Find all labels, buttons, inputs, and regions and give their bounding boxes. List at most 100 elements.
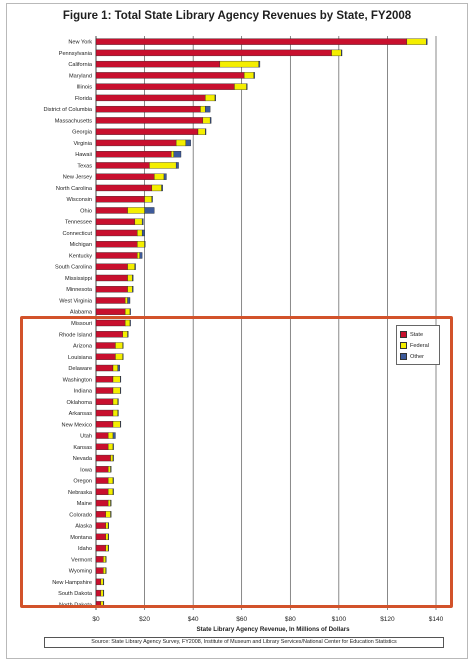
bar-segment-state bbox=[95, 432, 109, 439]
bar-segment-state bbox=[95, 83, 235, 90]
y-tick-label: Indiana bbox=[74, 389, 93, 395]
bar-segment-federal bbox=[112, 398, 119, 405]
bar-segment-state bbox=[95, 376, 114, 383]
bar-segment-state bbox=[95, 196, 145, 203]
bar-segment-state bbox=[95, 308, 126, 315]
bar-segment-federal bbox=[134, 218, 143, 225]
bar-segment-federal bbox=[100, 589, 104, 597]
y-tick-label: Pennsylvania bbox=[59, 51, 93, 57]
legend-swatch bbox=[400, 342, 407, 349]
bar-segment-federal bbox=[100, 578, 104, 586]
bar-segment-state bbox=[95, 241, 138, 248]
bar-segment-federal bbox=[127, 274, 133, 282]
bar-segment-other bbox=[144, 241, 146, 248]
bar-segment-state bbox=[95, 319, 126, 327]
bar-segment-federal bbox=[127, 263, 136, 270]
bar-segment-state bbox=[95, 567, 104, 574]
bar-segment-other bbox=[205, 105, 211, 113]
y-tick-label: Colorado bbox=[69, 512, 92, 518]
y-tick-label: New Jersey bbox=[63, 175, 92, 181]
bar-segment-federal bbox=[107, 477, 114, 484]
bar-segment-other bbox=[120, 387, 122, 394]
bar-segment-state bbox=[95, 556, 104, 563]
y-tick-label: Connecticut bbox=[62, 231, 92, 237]
bar-segment-state bbox=[95, 263, 128, 270]
y-tick-label: Wisconsin bbox=[67, 197, 93, 203]
bar-segment-federal bbox=[175, 139, 187, 147]
bar-segment-federal bbox=[105, 511, 111, 518]
y-tick-label: Arkansas bbox=[69, 411, 93, 417]
bar-segment-federal bbox=[127, 286, 133, 293]
x-tick-label: $40 bbox=[188, 616, 199, 623]
bar-segment-other bbox=[105, 567, 107, 574]
y-tick-label: New Hampshire bbox=[52, 580, 92, 586]
bar-segment-state bbox=[95, 601, 102, 608]
bar-segment-state bbox=[95, 331, 123, 338]
bar-segment-federal bbox=[107, 466, 111, 473]
y-tick-label: Washington bbox=[63, 377, 92, 383]
bar-segment-federal bbox=[107, 432, 114, 439]
bar-segment-other bbox=[134, 263, 136, 270]
legend: State Federal Other bbox=[396, 325, 440, 365]
bar-segment-other bbox=[426, 38, 428, 45]
bar-segment-federal bbox=[107, 499, 111, 507]
bar-segment-federal bbox=[107, 488, 114, 495]
legend-swatch bbox=[400, 353, 407, 360]
y-tick-label: Delaware bbox=[68, 366, 92, 372]
bar-segment-other bbox=[117, 409, 119, 417]
bar-segment-other bbox=[141, 229, 145, 237]
bar-segment-other bbox=[117, 364, 120, 372]
bar-segment-other bbox=[112, 432, 116, 439]
x-tick-label: $60 bbox=[236, 616, 247, 623]
bar-segment-federal bbox=[115, 342, 123, 349]
bar-segment-state bbox=[95, 274, 128, 282]
bar-segment-other bbox=[161, 184, 163, 192]
y-tick-label: Michigan bbox=[70, 242, 92, 248]
bar-segment-other bbox=[141, 218, 144, 225]
y-tick-label: Maryland bbox=[69, 73, 92, 79]
y-tick-label: Illinois bbox=[76, 85, 92, 91]
bar-segment-other bbox=[185, 139, 191, 147]
bar-segment-state bbox=[95, 207, 128, 214]
bar-segment-other bbox=[120, 421, 122, 428]
y-tick-label: Virginia bbox=[73, 141, 92, 147]
y-tick-label: North Dakota bbox=[59, 602, 93, 608]
bar-segment-state bbox=[95, 342, 116, 349]
bar-segment-federal bbox=[331, 49, 342, 57]
bar-segment-other bbox=[258, 60, 261, 68]
bar-segment-federal bbox=[112, 364, 119, 372]
bar-segment-other bbox=[120, 376, 122, 383]
bar-segment-other bbox=[205, 128, 207, 135]
bar-segment-state bbox=[95, 184, 153, 192]
bar-segment-state bbox=[95, 297, 126, 304]
bar-segment-state bbox=[95, 286, 128, 293]
bar-segment-other bbox=[103, 578, 105, 586]
bar-segment-federal bbox=[112, 409, 119, 417]
y-tick-label: Nebraska bbox=[68, 490, 93, 496]
bar-segment-federal bbox=[103, 567, 106, 574]
y-tick-label: Iowa bbox=[80, 467, 93, 473]
legend-label: Other bbox=[410, 353, 424, 360]
bar-segment-state bbox=[95, 522, 106, 529]
bar-segment-other bbox=[132, 274, 134, 282]
y-tick-label: Alabama bbox=[70, 310, 93, 316]
bar-segment-state bbox=[95, 38, 408, 45]
bar-segment-federal bbox=[144, 196, 153, 203]
bar-segment-federal bbox=[110, 454, 114, 462]
bar-segment-federal bbox=[205, 94, 216, 102]
bar-segment-federal bbox=[219, 60, 259, 68]
y-tick-label: Texas bbox=[77, 163, 92, 169]
bar-segment-other bbox=[112, 443, 114, 450]
bar-segment-federal bbox=[115, 353, 123, 360]
y-tick-label: South Carolina bbox=[55, 265, 93, 271]
bar-segment-other bbox=[163, 173, 167, 180]
bar-segment-state bbox=[95, 387, 114, 394]
bar-segment-state bbox=[95, 252, 138, 259]
bar-segment-federal bbox=[112, 376, 121, 383]
bar-segment-state bbox=[95, 511, 106, 518]
bar-segment-federal bbox=[105, 533, 109, 541]
bar-segment-federal bbox=[100, 601, 104, 608]
y-tick-label: Arizona bbox=[73, 344, 93, 350]
bar-segment-state bbox=[95, 49, 332, 57]
